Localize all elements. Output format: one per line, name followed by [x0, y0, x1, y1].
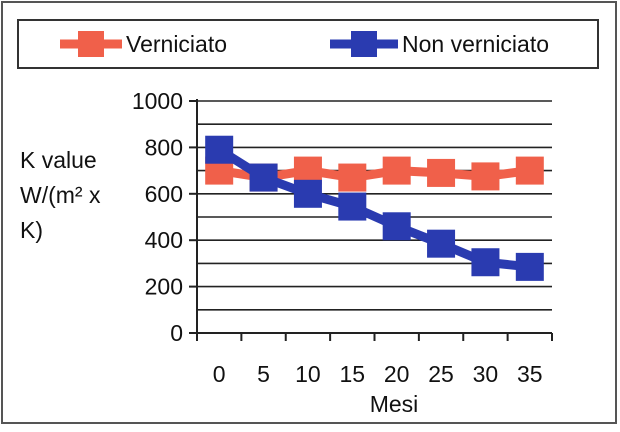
data-point-non-verniciato-20 — [382, 212, 411, 241]
y-tick-label-0: 0 — [170, 320, 183, 346]
data-point-non-verniciato-10 — [293, 179, 322, 208]
series-group — [205, 135, 544, 281]
x-tick-label-20: 20 — [384, 361, 410, 387]
y-tick-label-400: 400 — [145, 227, 183, 253]
y-tick-label-1000: 1000 — [132, 88, 183, 114]
x-tick-label-25: 25 — [428, 361, 454, 387]
legend-marker-verniciato — [78, 31, 104, 57]
legend: Verniciato Non verniciato — [60, 31, 549, 57]
x-tick-label-30: 30 — [473, 361, 499, 387]
legend-label-verniciato: Verniciato — [126, 31, 227, 57]
data-point-non-verniciato-25 — [427, 229, 456, 258]
y-axis-title-line-3: K) — [20, 217, 43, 243]
data-point-non-verniciato-15 — [338, 192, 367, 221]
x-tick-label-0: 0 — [213, 361, 226, 387]
data-point-non-verniciato-5 — [249, 163, 278, 192]
y-tick-label-800: 800 — [145, 134, 183, 160]
legend-label-non-verniciato: Non verniciato — [402, 31, 549, 57]
y-tick-label-200: 200 — [145, 274, 183, 300]
legend-marker-non-verniciato — [351, 31, 377, 57]
data-point-non-verniciato-35 — [515, 252, 544, 281]
data-point-verniciato-20 — [382, 156, 411, 185]
x-tick-label-10: 10 — [295, 361, 321, 387]
x-tick-label-5: 5 — [257, 361, 270, 387]
x-tick-label-35: 35 — [517, 361, 543, 387]
data-point-verniciato-15 — [338, 163, 367, 192]
x-tick-label-15: 15 — [340, 361, 366, 387]
data-point-verniciato-25 — [427, 158, 456, 187]
y-axis-title-line-1: K value — [20, 147, 97, 173]
y-axis-title-line-2: W/(m² x — [20, 182, 101, 208]
data-point-non-verniciato-30 — [471, 248, 500, 277]
x-tick-labels: 0 5 10 15 20 25 30 35 — [213, 361, 543, 387]
data-point-verniciato-30 — [471, 162, 500, 191]
data-point-non-verniciato-0 — [205, 135, 234, 164]
y-tick-labels: 0 200 400 600 800 1000 — [132, 88, 183, 346]
data-point-verniciato-35 — [515, 156, 544, 185]
axes — [189, 99, 553, 341]
x-axis-title: Mesi — [370, 391, 419, 417]
y-tick-label-600: 600 — [145, 181, 183, 207]
